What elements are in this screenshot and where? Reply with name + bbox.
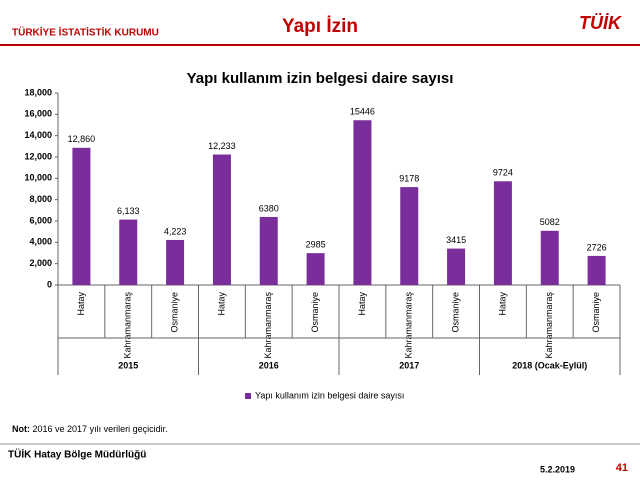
y-tick-label: 8,000 xyxy=(29,194,52,204)
value-label: 12,860 xyxy=(68,134,96,144)
page-number: 41 xyxy=(616,462,628,474)
group-label: 2015 xyxy=(118,360,138,370)
value-label: 2726 xyxy=(587,242,607,252)
x-tick-label: Hatay xyxy=(216,292,226,316)
group-label: 2018 (Ocak-Eylül) xyxy=(512,360,587,370)
y-tick-label: 16,000 xyxy=(24,109,52,119)
bar xyxy=(259,216,278,285)
legend-label: Yapı kullanım izin belgesi daire sayısı xyxy=(255,390,404,400)
y-tick-label: 6,000 xyxy=(29,215,52,225)
value-label: 6,133 xyxy=(117,206,140,216)
logo: TÜİK xyxy=(579,13,623,33)
x-tick-label: Kahramanmaraş xyxy=(123,292,133,359)
x-tick-label: Hatay xyxy=(497,292,507,316)
bar xyxy=(212,154,231,285)
y-tick-label: 0 xyxy=(47,279,52,289)
bar xyxy=(166,239,185,285)
group-label: 2016 xyxy=(259,360,279,370)
bar xyxy=(587,255,606,285)
x-tick-label: Osmaniye xyxy=(310,292,320,333)
org-name: TÜRKİYE İSTATİSTİK KURUMU xyxy=(12,26,159,39)
x-tick-label: Hatay xyxy=(357,292,367,316)
value-label: 12,233 xyxy=(208,141,236,151)
bar xyxy=(72,147,91,285)
note-text: 2016 ve 2017 yılı verileri geçicidir. xyxy=(33,424,168,434)
bar xyxy=(400,187,419,285)
value-label: 9178 xyxy=(399,173,419,183)
footer-office: TÜİK Hatay Bölge Müdürlüğü xyxy=(8,448,146,461)
bar xyxy=(306,253,325,285)
footer-date: 5.2.2019 xyxy=(540,464,575,474)
bar xyxy=(119,219,138,285)
note-label: Not: xyxy=(12,424,30,434)
y-tick-label: 18,000 xyxy=(24,87,52,97)
x-tick-label: Osmaniye xyxy=(169,292,179,333)
x-tick-label: Osmaniye xyxy=(591,292,601,333)
y-tick-label: 14,000 xyxy=(24,130,52,140)
note: Not: 2016 ve 2017 yılı verileri geçicidi… xyxy=(12,424,168,434)
chart-title: Yapı kullanım izin belgesi daire sayısı xyxy=(187,70,454,87)
legend-swatch xyxy=(245,393,251,399)
bar xyxy=(540,230,559,285)
y-tick-label: 2,000 xyxy=(29,258,52,268)
y-tick-label: 12,000 xyxy=(24,151,52,161)
value-label: 6380 xyxy=(259,203,279,213)
value-label: 9724 xyxy=(493,168,513,178)
y-tick-label: 4,000 xyxy=(29,237,52,247)
value-label: 3415 xyxy=(446,235,466,245)
value-label: 2985 xyxy=(306,240,326,250)
group-label: 2017 xyxy=(399,360,419,370)
x-tick-label: Kahramanmaraş xyxy=(404,292,414,359)
bar xyxy=(447,248,466,285)
x-tick-label: Hatay xyxy=(76,292,86,316)
bar xyxy=(353,120,372,285)
x-tick-label: Kahramanmaraş xyxy=(263,292,273,359)
bar xyxy=(493,181,512,285)
value-label: 5082 xyxy=(540,217,560,227)
slide-title: Yapı İzin xyxy=(282,16,358,37)
value-label: 15446 xyxy=(350,107,375,117)
x-tick-label: Kahramanmaraş xyxy=(544,292,554,359)
value-label: 4,223 xyxy=(164,226,187,236)
y-tick-label: 10,000 xyxy=(24,173,52,183)
x-tick-label: Osmaniye xyxy=(450,292,460,333)
